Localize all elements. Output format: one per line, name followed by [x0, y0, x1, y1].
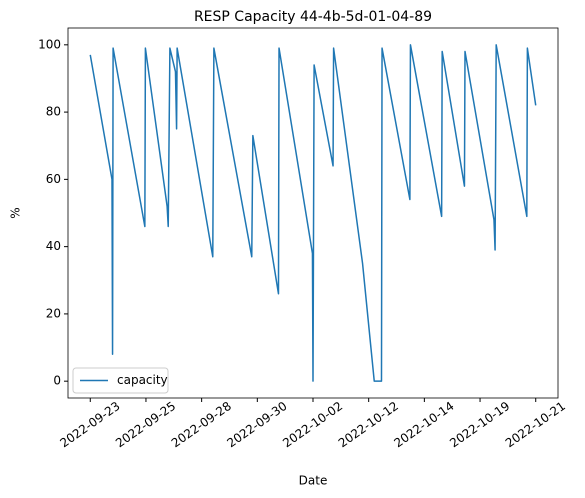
chart-title: RESP Capacity 44-4b-5d-01-04-89 [194, 9, 432, 25]
legend-box [72, 367, 169, 394]
y-tick-label: 20 [46, 306, 61, 320]
y-tick-label: 60 [46, 172, 61, 186]
y-tick-label: 40 [46, 239, 61, 253]
data-line [89, 44, 537, 382]
y-axis-label: % [9, 207, 23, 218]
legend-label: capacity [117, 373, 168, 387]
y-tick-label: 0 [53, 374, 61, 388]
y-tick-label: 100 [38, 37, 61, 51]
plot-frame [67, 27, 559, 399]
x-axis-label: Date [299, 474, 328, 488]
y-tick-label: 80 [46, 105, 61, 119]
